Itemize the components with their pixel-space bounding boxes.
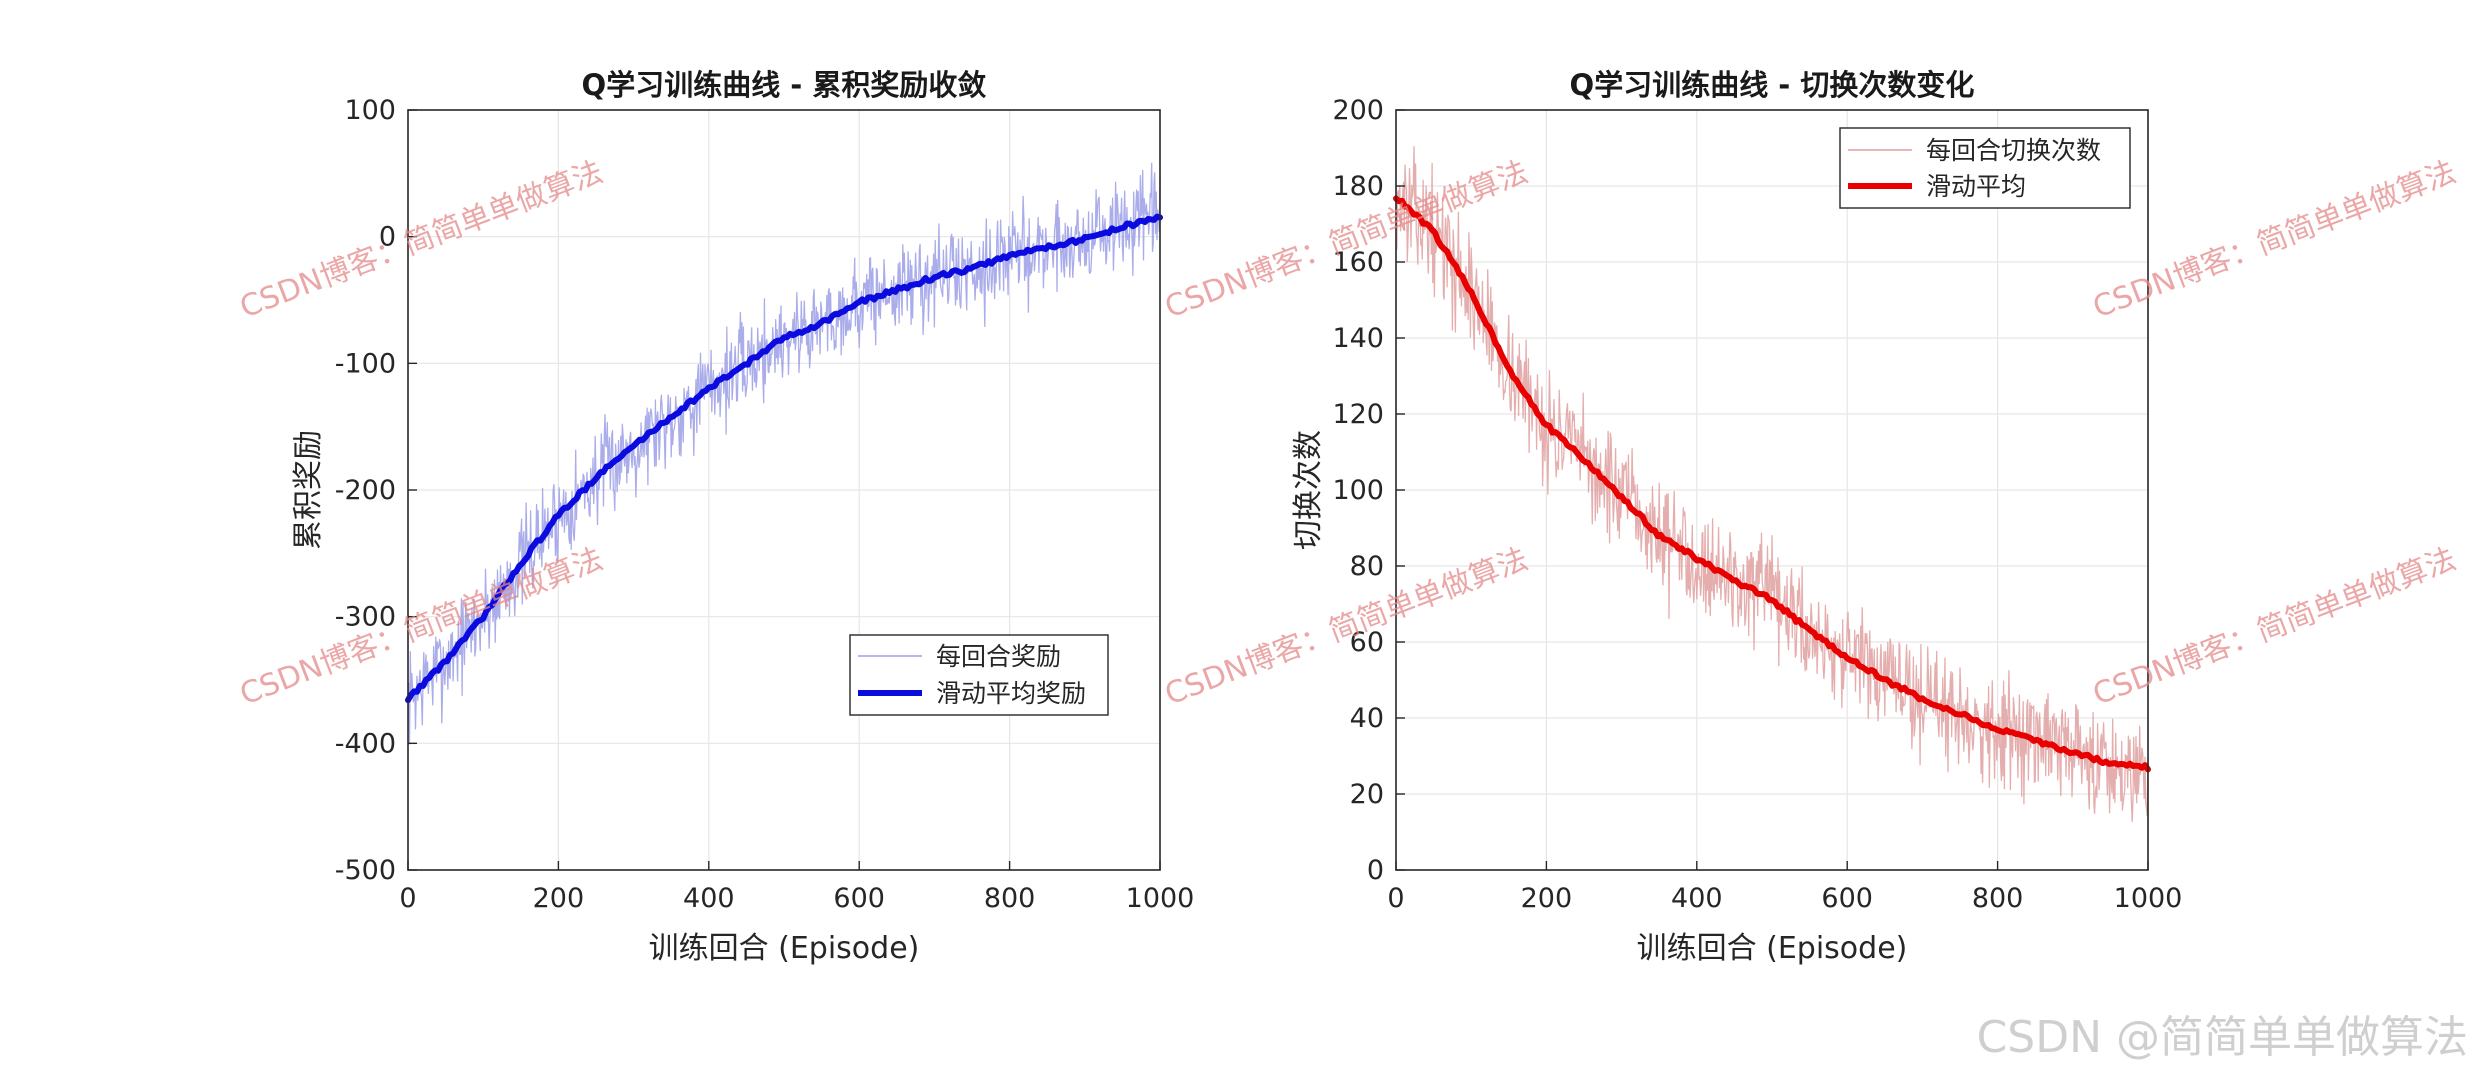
switch-y-tick-label: 40: [1350, 703, 1384, 734]
switch-chart: 0 200 400 600 800 1000 0 20 40 60 80 100 120 140 160 1…: [1291, 68, 2182, 966]
reward-y-tick-label: 100: [344, 95, 396, 126]
switch-y-tick-label: 100: [1332, 475, 1384, 506]
switch-legend: 每回合切换次数 滑动平均: [1839, 127, 2131, 209]
switch-x-tick-label: 800: [1972, 883, 2024, 914]
reward-x-tick-label: 400: [683, 883, 735, 914]
switch-y-ticks: 0 20 40 60 80 100 120 140 160 180 200: [1332, 95, 1405, 886]
reward-y-tick-label: -100: [335, 348, 396, 379]
reward-raw-series-line: [407, 162, 1161, 745]
switch-x-tick-label: 0: [1387, 883, 1404, 914]
reward-series-layer: [405, 162, 1163, 745]
reward-x-tick-label: 1000: [1126, 883, 1195, 914]
switch-y-tick-label: 80: [1350, 551, 1384, 582]
switch-y-axis-label: 切换次数: [1291, 430, 1326, 550]
reward-x-ticks: 0 200 400 600 800 1000: [399, 861, 1194, 914]
reward-chart: 0 200 400 600 800 1000 -500 -400 -300 -200 -100 0 1…: [291, 68, 1194, 966]
reward-y-ticks: -500 -400 -300 -200 -100 0 100: [335, 95, 417, 886]
switch-chart-title: Q学习训练曲线 - 切换次数变化: [1570, 68, 1975, 102]
switch-y-tick-label: 20: [1350, 779, 1384, 810]
reward-x-tick-label: 0: [399, 883, 416, 914]
switch-legend-smooth-label: 滑动平均: [1926, 172, 2026, 201]
reward-x-axis-label: 训练回合 (Episode): [649, 931, 920, 966]
csdn-credit: CSDN @简简单单做算法: [1977, 1012, 2468, 1063]
switch-y-tick-label: 0: [1367, 855, 1384, 886]
switch-legend-raw-label: 每回合切换次数: [1926, 136, 2101, 165]
reward-legend-smooth-label: 滑动平均奖励: [936, 679, 1086, 708]
switch-smooth-series-line: [1393, 195, 2151, 773]
reward-smooth-series-line: [405, 213, 1163, 704]
switch-y-tick-label: 160: [1332, 247, 1384, 278]
reward-y-tick-label: -400: [335, 728, 396, 759]
reward-x-tick-label: 600: [833, 883, 885, 914]
reward-y-tick-label: -200: [335, 475, 396, 506]
switch-x-tick-label: 1000: [2114, 883, 2183, 914]
switch-x-tick-label: 600: [1821, 883, 1873, 914]
reward-x-tick-label: 200: [533, 883, 585, 914]
reward-y-tick-label: -300: [335, 602, 396, 633]
reward-y-tick-label: 0: [379, 222, 396, 253]
switch-raw-series-line: [1395, 145, 2149, 823]
reward-legend-raw-label: 每回合奖励: [936, 642, 1061, 671]
reward-y-tick-label: -500: [335, 855, 396, 886]
switch-y-tick-label: 200: [1332, 95, 1384, 126]
switch-legend-box: [1839, 127, 2131, 209]
reward-chart-title: Q学习训练曲线 - 累积奖励收敛: [582, 68, 987, 102]
reward-y-axis-label: 累积奖励: [291, 430, 326, 550]
reward-legend-box: [849, 634, 1109, 716]
reward-legend: 每回合奖励 滑动平均奖励: [849, 634, 1109, 716]
switch-y-tick-label: 140: [1332, 323, 1384, 354]
switch-x-axis-label: 训练回合 (Episode): [1637, 931, 1908, 966]
switch-y-tick-label: 120: [1332, 399, 1384, 430]
switch-x-tick-label: 400: [1671, 883, 1723, 914]
switch-y-tick-label: 60: [1350, 627, 1384, 658]
switch-x-ticks: 0 200 400 600 800 1000: [1387, 861, 2182, 914]
switch-series-layer: [1393, 145, 2151, 823]
reward-x-tick-label: 800: [984, 883, 1036, 914]
switch-y-tick-label: 180: [1332, 171, 1384, 202]
switch-x-tick-label: 200: [1521, 883, 1573, 914]
